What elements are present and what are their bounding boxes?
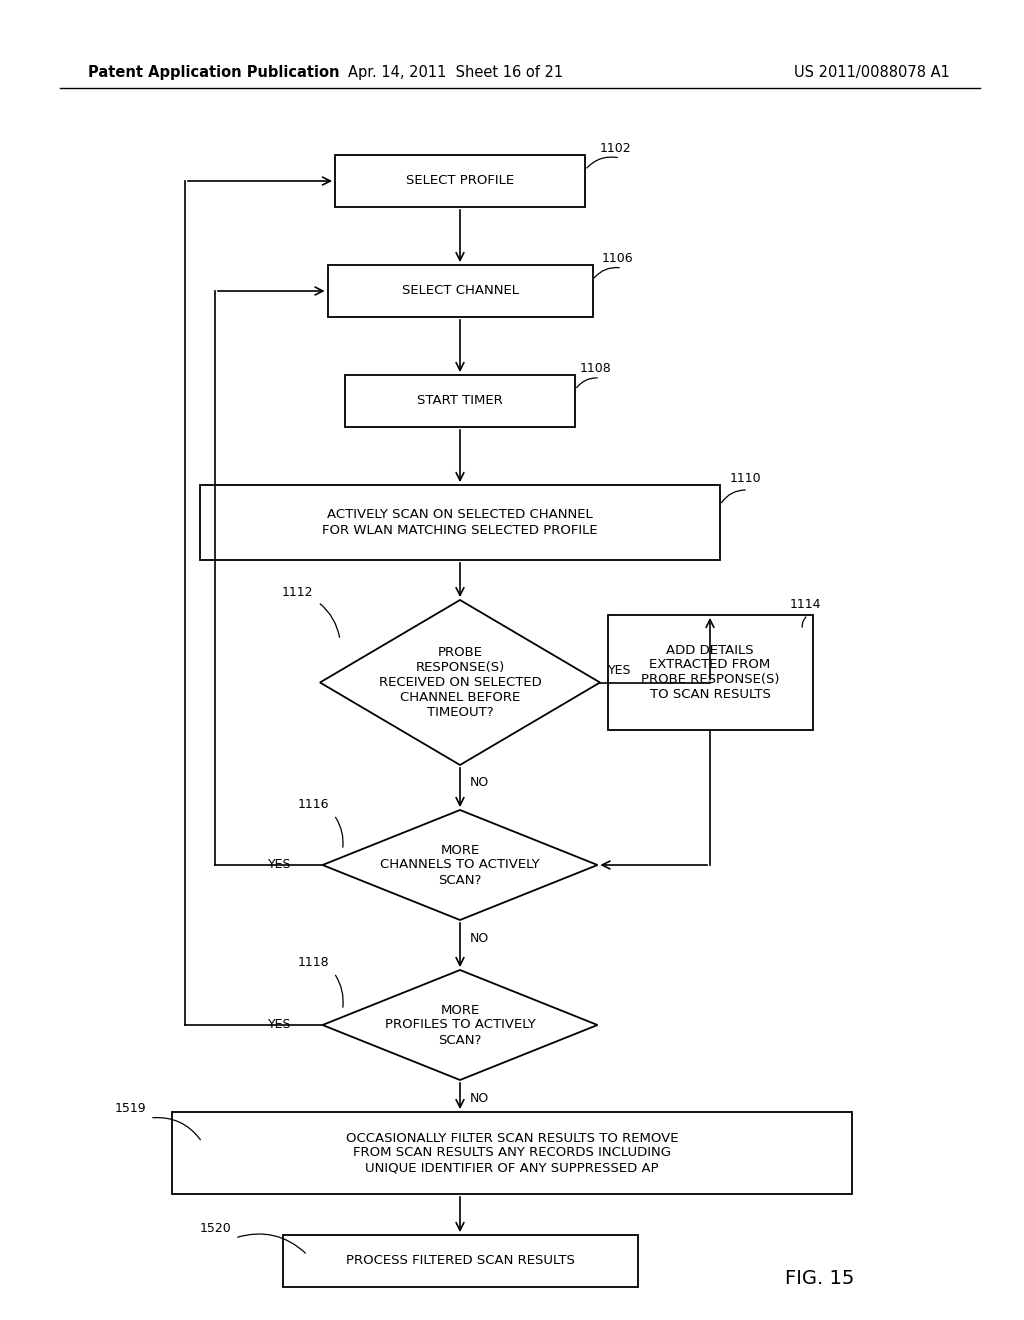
- Text: PROBE
RESPONSE(S)
RECEIVED ON SELECTED
CHANNEL BEFORE
TIMEOUT?: PROBE RESPONSE(S) RECEIVED ON SELECTED C…: [379, 645, 542, 719]
- Text: 1520: 1520: [200, 1221, 231, 1234]
- FancyBboxPatch shape: [172, 1111, 852, 1195]
- Text: US 2011/0088078 A1: US 2011/0088078 A1: [795, 65, 950, 79]
- FancyBboxPatch shape: [200, 484, 720, 560]
- Text: NO: NO: [470, 776, 489, 789]
- FancyBboxPatch shape: [328, 265, 593, 317]
- Text: 1102: 1102: [600, 141, 632, 154]
- Text: 1118: 1118: [298, 957, 330, 969]
- Text: START TIMER: START TIMER: [417, 395, 503, 408]
- Text: ACTIVELY SCAN ON SELECTED CHANNEL
FOR WLAN MATCHING SELECTED PROFILE: ACTIVELY SCAN ON SELECTED CHANNEL FOR WL…: [323, 508, 598, 536]
- Text: 1116: 1116: [298, 799, 330, 812]
- Text: PROCESS FILTERED SCAN RESULTS: PROCESS FILTERED SCAN RESULTS: [345, 1254, 574, 1267]
- Text: Patent Application Publication: Patent Application Publication: [88, 65, 340, 79]
- Text: OCCASIONALLY FILTER SCAN RESULTS TO REMOVE
FROM SCAN RESULTS ANY RECORDS INCLUDI: OCCASIONALLY FILTER SCAN RESULTS TO REMO…: [346, 1131, 678, 1175]
- FancyBboxPatch shape: [283, 1236, 638, 1287]
- Text: 1114: 1114: [790, 598, 821, 611]
- Text: YES: YES: [267, 1019, 291, 1031]
- FancyBboxPatch shape: [345, 375, 575, 426]
- Text: NO: NO: [470, 1092, 489, 1105]
- Text: MORE
CHANNELS TO ACTIVELY
SCAN?: MORE CHANNELS TO ACTIVELY SCAN?: [380, 843, 540, 887]
- Text: 1108: 1108: [580, 362, 611, 375]
- FancyBboxPatch shape: [607, 615, 812, 730]
- Text: NO: NO: [470, 932, 489, 945]
- Polygon shape: [323, 810, 597, 920]
- Text: 1112: 1112: [282, 586, 313, 598]
- Text: 1106: 1106: [602, 252, 634, 264]
- FancyBboxPatch shape: [335, 154, 585, 207]
- Text: SELECT CHANNEL: SELECT CHANNEL: [401, 285, 518, 297]
- Text: 1519: 1519: [115, 1101, 146, 1114]
- Polygon shape: [319, 601, 600, 766]
- Text: SELECT PROFILE: SELECT PROFILE: [406, 174, 514, 187]
- Text: MORE
PROFILES TO ACTIVELY
SCAN?: MORE PROFILES TO ACTIVELY SCAN?: [385, 1003, 536, 1047]
- Text: Apr. 14, 2011  Sheet 16 of 21: Apr. 14, 2011 Sheet 16 of 21: [348, 65, 563, 79]
- Text: ADD DETAILS
EXTRACTED FROM
PROBE RESPONSE(S)
TO SCAN RESULTS: ADD DETAILS EXTRACTED FROM PROBE RESPONS…: [641, 644, 779, 701]
- Text: YES: YES: [267, 858, 291, 871]
- Text: FIG. 15: FIG. 15: [785, 1269, 855, 1287]
- Text: YES: YES: [608, 664, 632, 677]
- Polygon shape: [323, 970, 597, 1080]
- Text: 1110: 1110: [730, 471, 762, 484]
